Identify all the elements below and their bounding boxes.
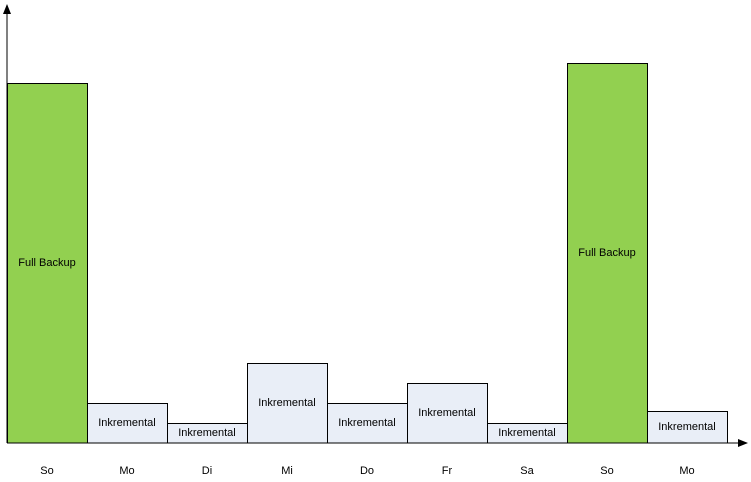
bar-label: Inkremental <box>418 407 475 419</box>
bar-full-backup <box>567 63 648 444</box>
bar-label: Inkremental <box>658 421 715 433</box>
x-tick-label: Mi <box>281 465 293 477</box>
bar-incremental <box>247 363 328 444</box>
x-tick-labels-group: So Mo Di Mi Do Fr Sa So Mo <box>40 465 694 477</box>
bar-label: Full Backup <box>578 247 635 259</box>
x-tick-label: Fr <box>442 465 453 477</box>
bar-label: Inkremental <box>258 397 315 409</box>
x-tick-label: So <box>40 465 53 477</box>
x-tick-label: Mo <box>679 465 694 477</box>
bar-incremental <box>87 403 168 444</box>
x-tick-label: Di <box>202 465 212 477</box>
bar-label: Inkremental <box>498 427 555 439</box>
bar-label: Inkremental <box>98 417 155 429</box>
bar-labels-group: Full Backup Inkremental Inkremental Inkreme… <box>18 247 715 439</box>
bar-incremental <box>647 411 728 444</box>
bar-label: Inkremental <box>338 417 395 429</box>
x-tick-label: Sa <box>520 465 534 477</box>
x-tick-label: So <box>600 465 613 477</box>
x-tick-label: Mo <box>119 465 134 477</box>
bars-group <box>7 63 728 444</box>
bar-label: Full Backup <box>18 257 75 269</box>
x-tick-label: Do <box>360 465 374 477</box>
bar-full-backup <box>7 83 88 444</box>
bar-label: Inkremental <box>178 427 235 439</box>
